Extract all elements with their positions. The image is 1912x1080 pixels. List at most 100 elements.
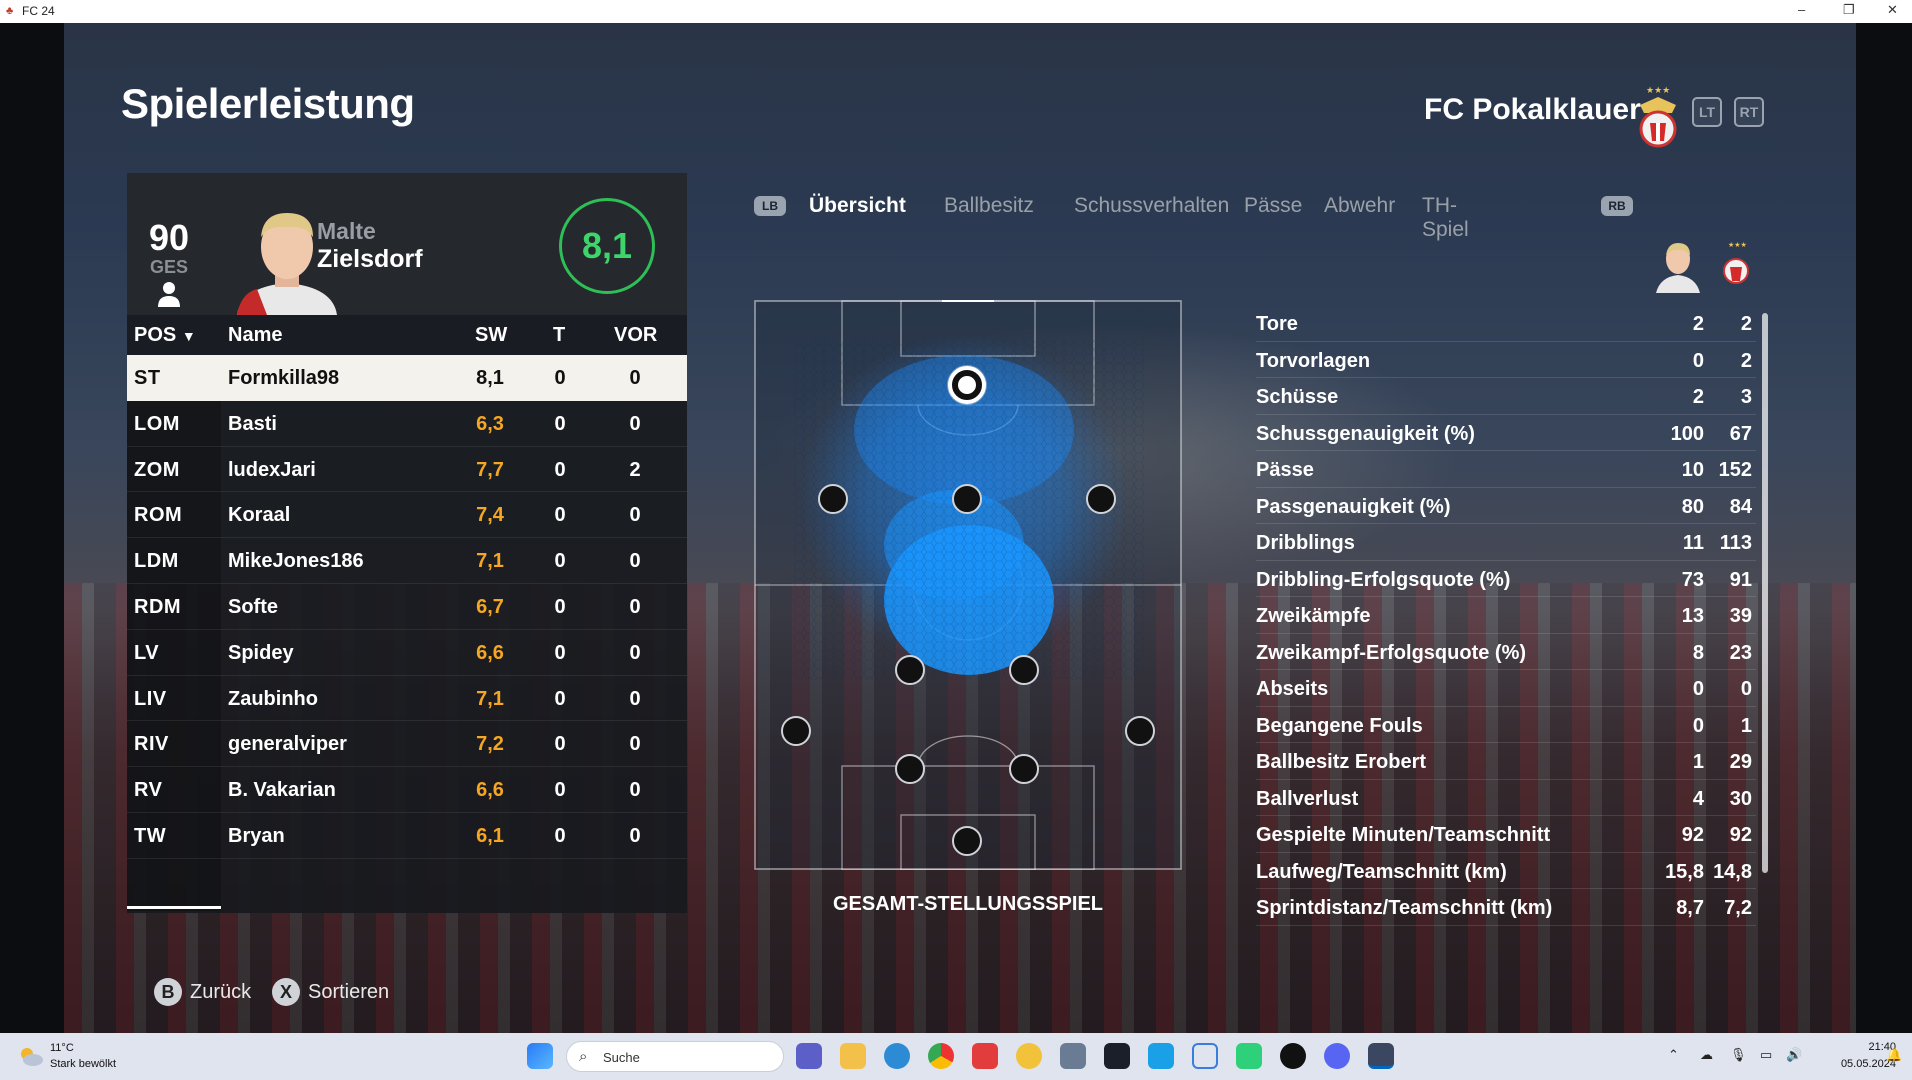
notification-bell-icon[interactable]: 🔔 <box>1886 1047 1903 1062</box>
row-pos: LV <box>134 641 160 664</box>
name-column-header[interactable]: Name <box>228 324 283 346</box>
stat-player-value: 15,8 <box>1665 860 1704 883</box>
row-t: 0 <box>554 595 566 618</box>
vor-column-header[interactable]: VOR <box>614 324 658 346</box>
row-t: 0 <box>554 641 566 664</box>
tab-abwehr[interactable]: Abwehr <box>1324 194 1396 217</box>
music-icon[interactable] <box>1016 1043 1042 1069</box>
cloudy-weather-icon[interactable] <box>18 1046 44 1066</box>
calculator-icon[interactable] <box>1060 1043 1086 1069</box>
windows-start-icon[interactable] <box>527 1043 553 1069</box>
clock-time[interactable]: 21:40 <box>1868 1041 1896 1053</box>
display-icon[interactable]: ▭ <box>1760 1047 1773 1062</box>
table-row[interactable]: ST Formkilla98 8,1 0 0 <box>127 355 687 401</box>
stat-label: Zweikampf-Erfolgsquote (%) <box>1256 641 1527 664</box>
lt-trigger-button[interactable]: LT <box>1692 97 1722 127</box>
row-t: 0 <box>554 458 566 481</box>
stat-row: Zweikampf-Erfolgsquote (%) 8 23 <box>1256 634 1756 670</box>
search-box[interactable]: ⌕ Suche <box>566 1041 784 1072</box>
table-row[interactable]: RIV generalviper 7,2 0 0 <box>127 721 687 768</box>
stats-list: Tore 2 2 Torvorlagen 0 2 Schüsse 2 3 Schussgenaui… <box>1256 305 1756 926</box>
microphone-icon[interactable]: 🎙 <box>1730 1047 1747 1062</box>
row-vor: 0 <box>629 412 641 435</box>
stat-player-value: 8 <box>1692 641 1704 664</box>
stat-team-value: 39 <box>1729 605 1752 627</box>
row-t: 0 <box>554 733 566 756</box>
stat-player-value: 2 <box>1692 313 1704 335</box>
row-sw: 6,6 <box>476 779 504 802</box>
weather-description: Stark bewölkt <box>50 1058 117 1070</box>
row-name: Zaubinho <box>228 687 318 710</box>
table-row[interactable]: ROM Koraal 7,4 0 0 <box>127 492 687 539</box>
browser-icon[interactable] <box>884 1043 910 1069</box>
table-row[interactable]: ZOM ludexJari 7,7 0 2 <box>127 447 687 493</box>
stat-team-value: 2 <box>1740 313 1752 335</box>
snipping-tool-icon[interactable] <box>1192 1043 1218 1069</box>
app-icon-blue[interactable] <box>1148 1043 1174 1069</box>
code-editor-icon[interactable] <box>1104 1043 1130 1069</box>
pos-column-header[interactable]: POS ▼ <box>134 324 196 347</box>
back-label: Zurück <box>190 981 252 1003</box>
stats-scrollbar[interactable] <box>1762 313 1768 873</box>
svg-text:★★★: ★★★ <box>1646 85 1670 95</box>
stat-team-value: 152 <box>1718 459 1752 481</box>
club-name: FC Pokalklauer <box>1424 93 1641 126</box>
match-rating-ring <box>559 198 655 294</box>
cloud-icon[interactable]: ☁ <box>1700 1047 1713 1062</box>
discord-icon[interactable] <box>1324 1043 1350 1069</box>
row-vor: 0 <box>629 504 641 527</box>
teams-icon[interactable] <box>796 1043 822 1069</box>
row-t: 0 <box>554 367 566 389</box>
tab-uebersicht[interactable]: Übersicht <box>809 194 906 217</box>
stat-team-value: 1 <box>1740 714 1752 737</box>
table-row[interactable]: RDM Softe 6,7 0 0 <box>127 584 687 630</box>
app-icon-green[interactable] <box>1236 1043 1262 1069</box>
stat-label: Ballbesitz Erobert <box>1256 751 1427 773</box>
tab-paesse[interactable]: Pässe <box>1244 194 1303 217</box>
maximize-button[interactable]: ❐ <box>1843 2 1855 17</box>
t-column-header[interactable]: T <box>553 324 566 346</box>
fc24-taskbar-icon[interactable] <box>1368 1043 1394 1069</box>
stat-player-value: 100 <box>1670 422 1704 445</box>
game-viewport: Spielerleistung FC Pokalklauer ★★★ LT RT… <box>0 23 1912 1033</box>
file-explorer-icon[interactable] <box>840 1043 866 1069</box>
stat-label: Tore <box>1256 313 1298 335</box>
stat-team-value: 92 <box>1729 824 1752 846</box>
row-t: 0 <box>554 779 566 802</box>
stat-label: Sprintdistanz/Teamschnitt (km) <box>1256 897 1553 919</box>
team-column-icon: ★★★ <box>1723 241 1749 284</box>
table-row[interactable]: LIV Zaubinho 7,1 0 0 <box>127 676 687 722</box>
steam-icon[interactable] <box>1280 1043 1306 1069</box>
table-row[interactable]: LOM Basti 6,3 0 0 <box>127 401 687 447</box>
tab-th-spiel[interactable]: TH-Spiel <box>1422 194 1469 241</box>
table-row[interactable]: TW Bryan 6,1 0 0 <box>127 813 687 859</box>
rb-bumper-button[interactable]: RB <box>1601 196 1633 216</box>
search-placeholder: Suche <box>603 1050 640 1065</box>
volume-icon[interactable]: 🔊 <box>1786 1047 1803 1062</box>
table-row[interactable]: LDM MikeJones186 7,1 0 0 <box>127 538 687 584</box>
table-row[interactable]: LV Spidey 6,6 0 0 <box>127 630 687 676</box>
stat-team-value: 14,8 <box>1713 860 1752 883</box>
tab-schussverhalten[interactable]: Schussverhalten <box>1074 194 1230 217</box>
lb-bumper-button[interactable]: LB <box>754 196 786 216</box>
minimize-button[interactable]: – <box>1798 2 1806 17</box>
row-vor: 0 <box>629 733 641 756</box>
sw-column-header[interactable]: SW <box>475 324 508 346</box>
stat-team-value: 2 <box>1740 349 1752 372</box>
close-button[interactable]: ✕ <box>1887 2 1898 17</box>
tab-ballbesitz[interactable]: Ballbesitz <box>944 194 1034 217</box>
sort-hint[interactable]: X Sortieren <box>272 978 389 1006</box>
stat-row: Dribblings 11 113 <box>1256 524 1756 561</box>
row-sw: 7,1 <box>476 550 504 573</box>
clock-date[interactable]: 05.05.2024 <box>1840 1058 1896 1070</box>
row-vor: 0 <box>629 367 641 389</box>
chevron-up-icon[interactable]: ⌃ <box>1668 1047 1679 1062</box>
chrome-icon[interactable] <box>928 1043 954 1069</box>
rt-trigger-button[interactable]: RT <box>1734 97 1764 127</box>
back-hint[interactable]: B Zurück <box>154 978 251 1006</box>
table-row[interactable]: RV B. Vakarian 6,6 0 0 <box>127 767 687 813</box>
stat-player-value: 0 <box>1692 714 1704 737</box>
app-icon-red[interactable] <box>972 1043 998 1069</box>
stat-row: Laufweg/Teamschnitt (km) 15,8 14,8 <box>1256 853 1756 889</box>
row-t: 0 <box>554 550 566 573</box>
